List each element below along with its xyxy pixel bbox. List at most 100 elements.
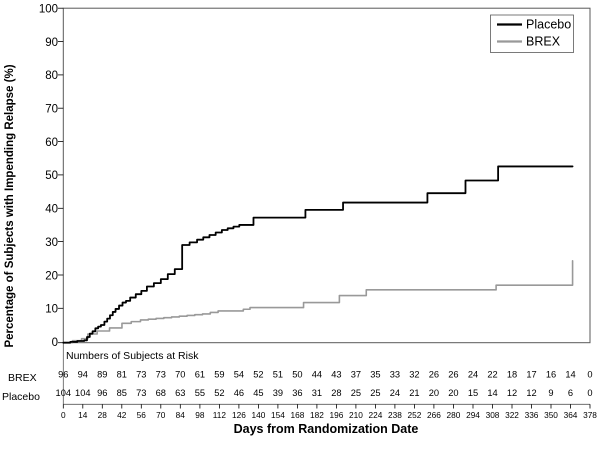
svg-text:73: 73 (136, 370, 146, 380)
svg-text:55: 55 (195, 388, 205, 398)
svg-text:35: 35 (370, 370, 380, 380)
svg-text:45: 45 (253, 388, 263, 398)
svg-text:266: 266 (427, 410, 441, 420)
svg-text:25: 25 (351, 388, 361, 398)
svg-text:154: 154 (271, 410, 285, 420)
svg-text:0: 0 (587, 370, 592, 380)
svg-text:17: 17 (526, 370, 536, 380)
svg-text:100: 100 (39, 4, 58, 16)
svg-text:14: 14 (487, 388, 497, 398)
svg-text:90: 90 (45, 37, 58, 49)
svg-text:59: 59 (214, 370, 224, 380)
svg-text:31: 31 (312, 388, 322, 398)
svg-text:24: 24 (468, 370, 478, 380)
svg-text:40: 40 (45, 204, 58, 216)
svg-text:52: 52 (253, 370, 263, 380)
svg-text:140: 140 (251, 410, 265, 420)
svg-text:73: 73 (156, 370, 166, 380)
svg-text:63: 63 (175, 388, 185, 398)
svg-text:104: 104 (56, 388, 72, 398)
svg-text:20: 20 (429, 388, 439, 398)
svg-text:BREX: BREX (8, 372, 37, 384)
svg-text:Placebo: Placebo (526, 17, 571, 31)
svg-text:52: 52 (214, 388, 224, 398)
svg-text:51: 51 (273, 370, 283, 380)
svg-text:294: 294 (466, 410, 480, 420)
svg-text:20: 20 (448, 388, 458, 398)
svg-text:60: 60 (45, 137, 58, 149)
svg-text:61: 61 (195, 370, 205, 380)
svg-text:36: 36 (292, 388, 302, 398)
svg-text:50: 50 (292, 370, 302, 380)
svg-text:15: 15 (468, 388, 478, 398)
svg-text:112: 112 (213, 410, 227, 420)
svg-text:168: 168 (290, 410, 304, 420)
svg-text:50: 50 (45, 170, 58, 182)
svg-text:89: 89 (97, 370, 107, 380)
svg-text:44: 44 (312, 370, 322, 380)
svg-text:70: 70 (156, 410, 166, 420)
svg-text:9: 9 (548, 388, 553, 398)
svg-text:224: 224 (368, 410, 382, 420)
svg-text:196: 196 (329, 410, 343, 420)
svg-text:14: 14 (78, 410, 88, 420)
svg-text:Days from Randomization Date: Days from Randomization Date (234, 422, 419, 436)
svg-text:28: 28 (98, 410, 108, 420)
svg-text:12: 12 (526, 388, 536, 398)
svg-text:10: 10 (45, 304, 58, 316)
svg-text:98: 98 (195, 410, 205, 420)
svg-text:68: 68 (156, 388, 166, 398)
svg-text:12: 12 (507, 388, 517, 398)
svg-text:30: 30 (45, 237, 58, 249)
svg-text:18: 18 (507, 370, 517, 380)
svg-text:94: 94 (78, 370, 88, 380)
svg-text:322: 322 (505, 410, 519, 420)
svg-text:BREX: BREX (526, 34, 561, 48)
svg-text:252: 252 (407, 410, 421, 420)
svg-text:80: 80 (45, 70, 58, 82)
svg-text:14: 14 (565, 370, 575, 380)
svg-text:308: 308 (486, 410, 500, 420)
svg-text:21: 21 (409, 388, 419, 398)
svg-text:210: 210 (349, 410, 363, 420)
svg-text:336: 336 (525, 410, 539, 420)
svg-text:104: 104 (75, 388, 91, 398)
svg-text:81: 81 (117, 370, 127, 380)
svg-text:96: 96 (58, 370, 68, 380)
svg-text:26: 26 (429, 370, 439, 380)
svg-text:Percentage of Subjects with Im: Percentage of Subjects with Impending Re… (4, 64, 16, 347)
svg-text:42: 42 (117, 410, 127, 420)
svg-text:96: 96 (97, 388, 107, 398)
svg-text:85: 85 (117, 388, 127, 398)
svg-text:0: 0 (52, 337, 58, 349)
svg-text:32: 32 (409, 370, 419, 380)
svg-text:28: 28 (331, 388, 341, 398)
svg-text:25: 25 (370, 388, 380, 398)
svg-text:56: 56 (137, 410, 147, 420)
svg-text:54: 54 (234, 370, 244, 380)
svg-text:22: 22 (487, 370, 497, 380)
svg-text:73: 73 (136, 388, 146, 398)
svg-text:Placebo: Placebo (2, 391, 40, 403)
svg-text:70: 70 (45, 104, 58, 116)
svg-text:6: 6 (568, 388, 573, 398)
svg-text:26: 26 (448, 370, 458, 380)
svg-text:0: 0 (61, 410, 66, 420)
svg-text:238: 238 (388, 410, 402, 420)
svg-text:43: 43 (331, 370, 341, 380)
svg-text:39: 39 (273, 388, 283, 398)
svg-text:0: 0 (587, 388, 592, 398)
svg-text:33: 33 (390, 370, 400, 380)
svg-text:70: 70 (175, 370, 185, 380)
svg-text:46: 46 (234, 388, 244, 398)
svg-text:Numbers of Subjects at Risk: Numbers of Subjects at Risk (66, 350, 199, 362)
svg-text:37: 37 (351, 370, 361, 380)
svg-text:126: 126 (232, 410, 246, 420)
svg-text:378: 378 (583, 410, 597, 420)
svg-text:24: 24 (390, 388, 400, 398)
svg-text:84: 84 (176, 410, 186, 420)
svg-text:280: 280 (446, 410, 460, 420)
svg-text:20: 20 (45, 270, 58, 282)
svg-text:16: 16 (546, 370, 556, 380)
svg-text:350: 350 (544, 410, 558, 420)
